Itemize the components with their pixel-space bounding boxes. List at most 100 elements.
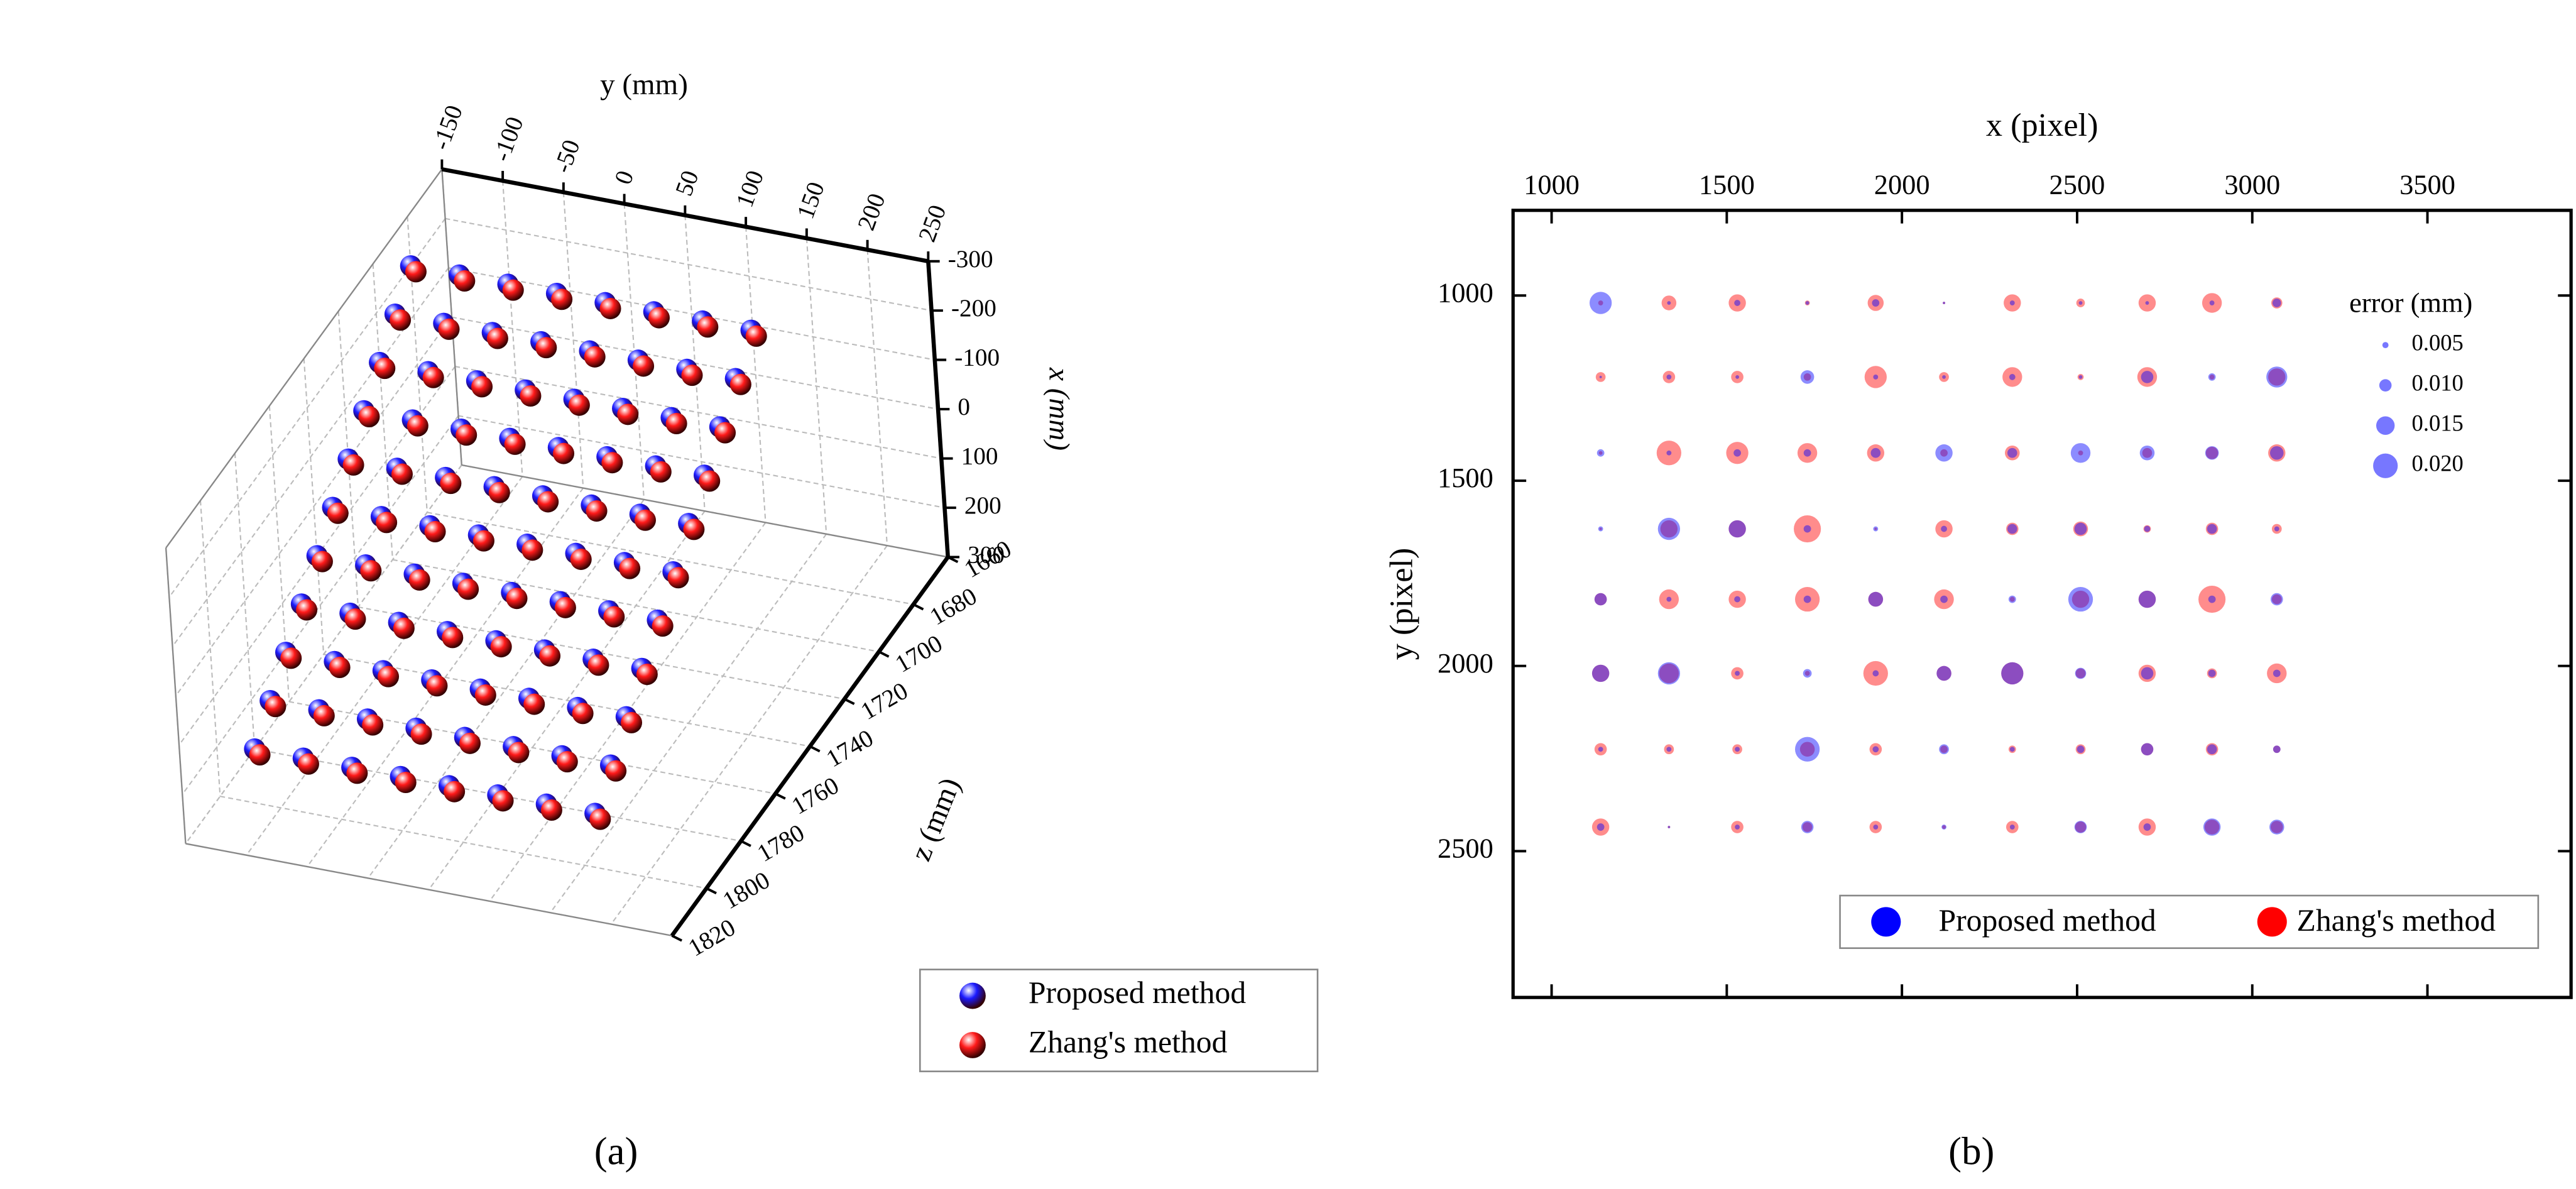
tick-mark: [706, 887, 717, 895]
bubble: [2205, 446, 2219, 459]
data-point: [665, 412, 687, 434]
y-tick-label: -150: [427, 102, 468, 153]
x-tick-label: 2000: [1874, 168, 1930, 200]
bubble: [2270, 821, 2283, 833]
data-point: [311, 551, 333, 573]
bubble: [2144, 525, 2151, 532]
data-point: [457, 578, 479, 600]
bubble: [1864, 366, 1887, 388]
grid-line: [455, 366, 942, 459]
z-tick-label: 1800: [718, 867, 774, 914]
bubble: [2138, 294, 2156, 312]
data-point: [633, 355, 655, 377]
bubble: [1728, 520, 1746, 538]
data-point: [471, 376, 493, 398]
bubble: [1728, 520, 1746, 538]
size-legend-marker: [2382, 342, 2389, 349]
data-point: [362, 714, 384, 736]
bubble: [2271, 594, 2282, 605]
bubble: [2138, 664, 2156, 682]
size-legend-marker: [2373, 453, 2398, 478]
bubble: [2068, 586, 2093, 612]
data-point: [405, 261, 427, 283]
data-point: [568, 394, 590, 416]
z-tick-label: 1700: [891, 630, 947, 677]
bubble: [1803, 525, 1811, 533]
bubble: [2138, 590, 2156, 608]
legend-label: Proposed method: [1938, 903, 2156, 938]
bubble: [1803, 373, 1811, 381]
bubble: [1589, 292, 1612, 314]
data-point: [296, 599, 318, 621]
bubble: [2001, 662, 2024, 685]
plot-frame: [1511, 209, 2573, 999]
data-point: [652, 615, 674, 637]
data-point: [729, 373, 751, 395]
data-point: [589, 808, 611, 830]
data-point: [667, 567, 689, 589]
x-tick-label: 3500: [2399, 168, 2455, 200]
bubble: [1797, 443, 1818, 463]
bubble: [2198, 585, 2226, 613]
tick-mark: [912, 603, 924, 611]
tick-mark: [878, 650, 890, 658]
bubble: [2202, 293, 2222, 313]
bubble: [2209, 375, 2215, 380]
grid-line: [610, 545, 888, 925]
bubble: [1940, 745, 1948, 753]
bubble: [1594, 743, 1607, 756]
bubble: [1656, 441, 1681, 466]
bubble: [2270, 593, 2283, 606]
bubble: [1873, 825, 1879, 830]
bubble: [2077, 374, 2084, 380]
data-point: [472, 530, 494, 552]
bubble: [1731, 821, 1744, 833]
bubble: [1659, 589, 1679, 610]
tick-mark: [844, 698, 855, 705]
legend-marker: [2257, 907, 2287, 937]
tick-mark: [740, 840, 751, 847]
data-point: [523, 693, 545, 715]
bubble: [1941, 525, 1947, 532]
data-point: [346, 762, 368, 784]
bubble: [1868, 591, 1884, 607]
x-tick-label: -100: [954, 344, 1000, 371]
data-point: [504, 433, 526, 455]
bubble: [1598, 451, 1603, 455]
bubble: [2139, 445, 2155, 461]
bubble: [1805, 301, 1809, 305]
bubble: [1661, 295, 1677, 310]
bubble: [1733, 449, 1741, 457]
bubble: [2205, 743, 2219, 756]
bubble: [1735, 375, 1740, 379]
data-point: [572, 703, 594, 725]
data-point: [681, 364, 703, 386]
grid-line: [458, 415, 945, 509]
bubble: [1666, 375, 1672, 380]
data-point: [619, 557, 641, 579]
bubble: [2208, 595, 2216, 603]
bubble: [2075, 668, 2086, 679]
bubble: [2009, 374, 2016, 380]
bubble: [1935, 444, 1953, 462]
bubble: [1874, 527, 1877, 530]
bubble: [1666, 450, 1672, 456]
bubble: [2070, 443, 2091, 463]
z-tick-label: 1820: [684, 914, 740, 962]
bubble: [2073, 521, 2088, 537]
bubble: [1662, 371, 1676, 383]
bubble: [2203, 818, 2221, 836]
data-point: [391, 463, 413, 485]
bubble: [1667, 301, 1671, 305]
bubble: [2076, 299, 2085, 307]
data-point: [745, 325, 767, 347]
bubble: [2273, 745, 2281, 753]
bubble: [2138, 818, 2156, 836]
bubble: [2274, 526, 2279, 532]
data-point: [488, 481, 510, 503]
bubble: [2078, 450, 2083, 456]
size-legend-title: error (mm): [2349, 287, 2472, 319]
legend-label: Proposed method: [1029, 975, 1246, 1010]
bubble: [2145, 301, 2149, 305]
